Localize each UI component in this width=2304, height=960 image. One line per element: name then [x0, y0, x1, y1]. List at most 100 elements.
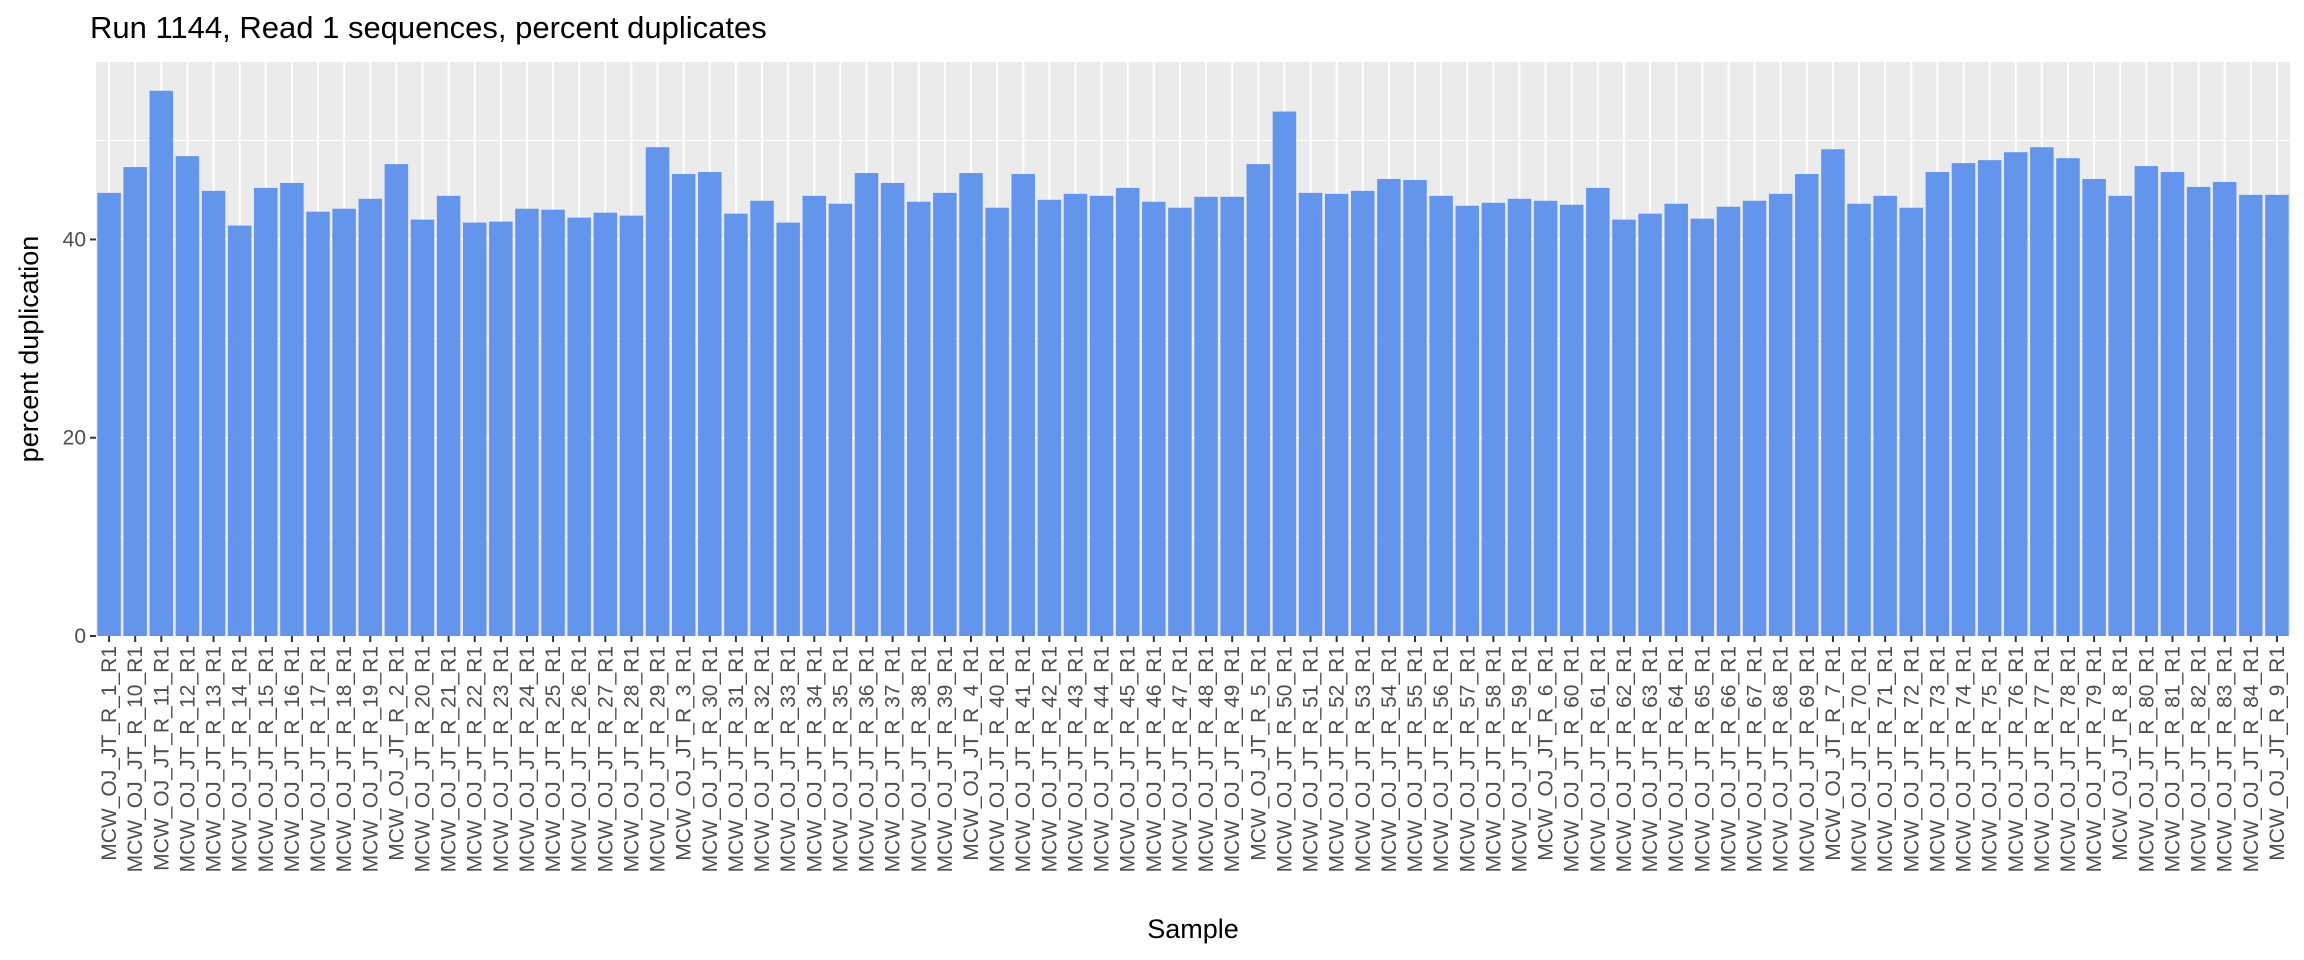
x-tick-label: MCW_OJ_JT_R_35_R1: [829, 646, 852, 872]
bar-MCW_OJ_JT_R_16_R1: [280, 182, 304, 636]
x-tick-label: MCW_OJ_JT_R_44_R1: [1091, 646, 1114, 872]
x-tick-label: MCW_OJ_JT_R_55_R1: [1404, 646, 1427, 872]
bar-MCW_OJ_JT_R_81_R1: [2160, 172, 2185, 637]
bar-MCW_OJ_JT_R_77_R1: [2030, 147, 2054, 637]
bar-MCW_OJ_JT_R_51_R1: [1298, 192, 1323, 636]
bar-MCW_OJ_JT_R_62_R1: [1612, 219, 1636, 636]
x-tick-label: MCW_OJ_JT_R_74_R1: [1953, 646, 1976, 872]
x-tick-label: MCW_OJ_JT_R_49_R1: [1221, 646, 1244, 872]
bar-MCW_OJ_JT_R_63_R1: [1638, 213, 1662, 636]
bar-MCW_OJ_JT_R_15_R1: [254, 187, 278, 637]
x-tick-label: MCW_OJ_JT_R_71_R1: [1874, 646, 1897, 872]
x-tick-label: MCW_OJ_JT_R_51_R1: [1300, 646, 1323, 872]
y-tick-label: 20: [63, 427, 86, 450]
x-tick-label: MCW_OJ_JT_R_4_R1: [960, 646, 983, 861]
x-tick-label: MCW_OJ_JT_R_22_R1: [464, 646, 487, 872]
bar-MCW_OJ_JT_R_58_R1: [1481, 202, 1506, 636]
bar-MCW_OJ_JT_R_67_R1: [1742, 200, 1767, 636]
x-tick-label: MCW_OJ_JT_R_21_R1: [438, 646, 461, 872]
x-tick-label: MCW_OJ_JT_R_18_R1: [333, 646, 356, 872]
bar-MCW_OJ_JT_R_33_R1: [776, 222, 800, 636]
x-tick-label: MCW_OJ_JT_R_11_R1: [150, 646, 173, 871]
bar-MCW_OJ_JT_R_10_R1: [123, 167, 147, 636]
bar-MCW_OJ_JT_R_66_R1: [1716, 206, 1741, 637]
x-tick-label: MCW_OJ_JT_R_2_R1: [385, 646, 408, 861]
x-tick-label: MCW_OJ_JT_R_84_R1: [2240, 646, 2263, 872]
bar-MCW_OJ_JT_R_39_R1: [933, 192, 957, 636]
bar-MCW_OJ_JT_R_73_R1: [1925, 172, 1950, 637]
bar-MCW_OJ_JT_R_36_R1: [854, 173, 879, 636]
bar-MCW_OJ_JT_R_37_R1: [880, 182, 905, 636]
bar-MCW_OJ_JT_R_26_R1: [567, 217, 591, 636]
x-tick-label: MCW_OJ_JT_R_62_R1: [1613, 646, 1636, 872]
x-tick-label: MCW_OJ_JT_R_45_R1: [1117, 646, 1140, 872]
x-tick-label: MCW_OJ_JT_R_5_R1: [1247, 646, 1270, 861]
bar-MCW_OJ_JT_R_41_R1: [1011, 174, 1035, 637]
bar-MCW_OJ_JT_R_8_R1: [2108, 195, 2132, 636]
bar-MCW_OJ_JT_R_12_R1: [175, 156, 200, 636]
bar-MCW_OJ_JT_R_75_R1: [1977, 160, 2002, 636]
bar-MCW_OJ_JT_R_1_R1: [97, 192, 121, 636]
x-tick-label: MCW_OJ_JT_R_81_R1: [2161, 646, 2184, 872]
x-tick-label: MCW_OJ_JT_R_61_R1: [1587, 646, 1610, 872]
x-tick-label: MCW_OJ_JT_R_17_R1: [307, 646, 330, 872]
x-tick-label: MCW_OJ_JT_R_40_R1: [986, 646, 1009, 872]
bar-MCW_OJ_JT_R_4_R1: [959, 173, 983, 636]
bar-MCW_OJ_JT_R_7_R1: [1821, 149, 1845, 637]
bar-MCW_OJ_JT_R_32_R1: [750, 200, 774, 636]
x-tick-label: MCW_OJ_JT_R_47_R1: [1169, 646, 1192, 872]
x-tick-label: MCW_OJ_JT_R_67_R1: [1744, 646, 1767, 872]
bar-MCW_OJ_JT_R_40_R1: [985, 207, 1009, 636]
bar-MCW_OJ_JT_R_5_R1: [1246, 164, 1271, 636]
bar-MCW_OJ_JT_R_29_R1: [645, 147, 670, 637]
x-tick-label: MCW_OJ_JT_R_13_R1: [203, 646, 226, 872]
x-tick-label: MCW_OJ_JT_R_52_R1: [1326, 646, 1349, 872]
bar-MCW_OJ_JT_R_49_R1: [1220, 196, 1244, 636]
x-tick-label: MCW_OJ_JT_R_73_R1: [1926, 646, 1949, 872]
bar-MCW_OJ_JT_R_79_R1: [2082, 178, 2106, 636]
bar-MCW_OJ_JT_R_71_R1: [1873, 195, 1897, 636]
bar-MCW_OJ_JT_R_68_R1: [1768, 193, 1793, 636]
bar-MCW_OJ_JT_R_78_R1: [2056, 158, 2080, 636]
bar-MCW_OJ_JT_R_60_R1: [1559, 204, 1584, 636]
x-tick-label: MCW_OJ_JT_R_24_R1: [516, 646, 539, 872]
bar-MCW_OJ_JT_R_19_R1: [358, 198, 383, 636]
x-tick-label: MCW_OJ_JT_R_32_R1: [751, 646, 774, 872]
bar-MCW_OJ_JT_R_45_R1: [1115, 187, 1140, 637]
x-tick-label: MCW_OJ_JT_R_63_R1: [1639, 646, 1662, 872]
x-tick-label: MCW_OJ_JT_R_65_R1: [1691, 646, 1714, 872]
plot-panel: [96, 62, 2290, 636]
x-tick-label: MCW_OJ_JT_R_76_R1: [2005, 646, 2028, 872]
bar-MCW_OJ_JT_R_80_R1: [2134, 166, 2159, 636]
x-tick-label: MCW_OJ_JT_R_43_R1: [1064, 646, 1087, 872]
x-tick-label: MCW_OJ_JT_R_20_R1: [411, 646, 434, 872]
bar-MCW_OJ_JT_R_35_R1: [828, 203, 853, 636]
x-tick-label: MCW_OJ_JT_R_70_R1: [1848, 646, 1871, 872]
x-tick-label: MCW_OJ_JT_R_1_R1: [98, 646, 121, 861]
x-tick-label: MCW_OJ_JT_R_14_R1: [229, 646, 252, 872]
bar-MCW_OJ_JT_R_38_R1: [906, 201, 931, 636]
x-tick-label: MCW_OJ_JT_R_26_R1: [568, 646, 591, 872]
x-tick-label: MCW_OJ_JT_R_66_R1: [1717, 646, 1740, 872]
x-tick-label: MCW_OJ_JT_R_34_R1: [803, 646, 826, 872]
bar-MCW_OJ_JT_R_18_R1: [332, 208, 356, 637]
x-tick-label: MCW_OJ_JT_R_36_R1: [856, 646, 879, 872]
x-tick-label: MCW_OJ_JT_R_83_R1: [2214, 646, 2237, 872]
bar-MCW_OJ_JT_R_53_R1: [1351, 190, 1375, 636]
x-tick-label: MCW_OJ_JT_R_39_R1: [934, 646, 957, 872]
x-tick-label: MCW_OJ_JT_R_82_R1: [2188, 646, 2211, 872]
bar-MCW_OJ_JT_R_21_R1: [436, 195, 461, 636]
bar-MCW_OJ_JT_R_83_R1: [2212, 181, 2237, 637]
y-tick-label: 0: [74, 625, 86, 648]
x-tick-label: MCW_OJ_JT_R_77_R1: [2031, 646, 2054, 872]
x-tick-label: MCW_OJ_JT_R_56_R1: [1430, 646, 1453, 872]
bar-MCW_OJ_JT_R_31_R1: [724, 213, 748, 636]
x-tick-label: MCW_OJ_JT_R_50_R1: [1273, 646, 1296, 872]
x-tick-label: MCW_OJ_JT_R_9_R1: [2266, 646, 2289, 861]
bar-MCW_OJ_JT_R_47_R1: [1168, 207, 1192, 636]
bar-MCW_OJ_JT_R_61_R1: [1586, 187, 1610, 637]
x-tick-label: MCW_OJ_JT_R_69_R1: [1796, 646, 1819, 872]
y-tick-label: 40: [63, 228, 86, 251]
bar-MCW_OJ_JT_R_70_R1: [1847, 203, 1871, 636]
